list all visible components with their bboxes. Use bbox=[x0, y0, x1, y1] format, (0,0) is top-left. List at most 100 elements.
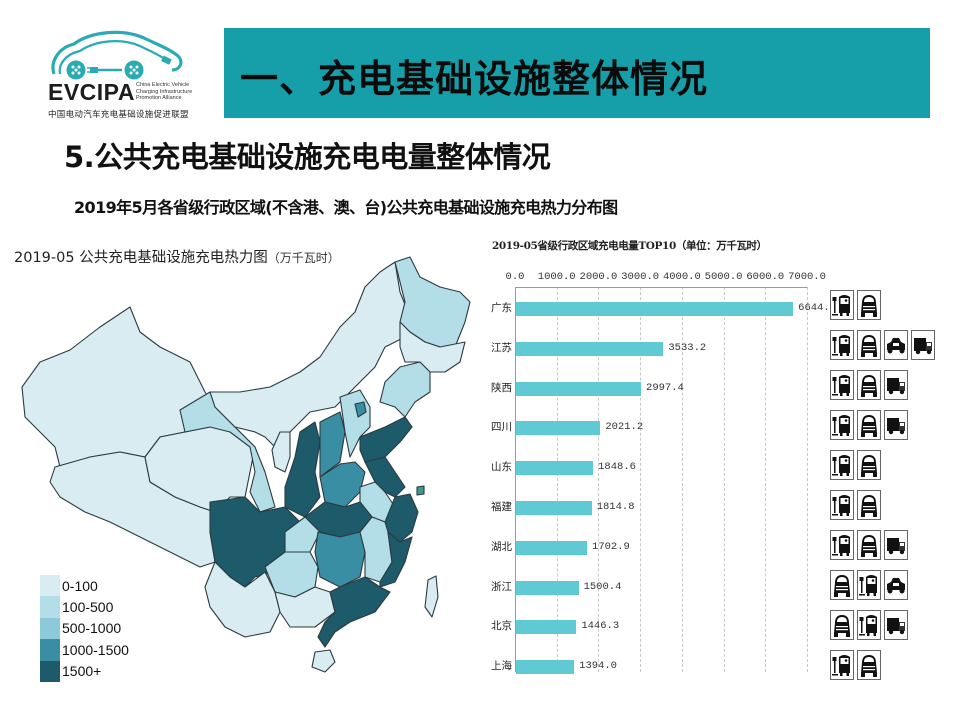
bar-value-label: 2997.4 bbox=[646, 381, 684, 394]
bar-category-label: 浙江 bbox=[491, 580, 512, 593]
vehicle-icon-row bbox=[830, 290, 881, 320]
bar-value-label: 2021.2 bbox=[605, 421, 644, 434]
top10-bar-chart: 2019-05省级行政区域充电电量TOP10（单位：万千瓦时） 0.0 1000.… bbox=[482, 232, 836, 692]
bar bbox=[516, 540, 588, 555]
chart-caption: 2019年5月各省级行政区域(不含港、澳、台)公共充电基础设施充电热力分布图 bbox=[74, 198, 618, 217]
vehicle-icon-row bbox=[830, 530, 908, 560]
region-fujian bbox=[379, 531, 413, 588]
bar-category-label: 陕西 bbox=[491, 381, 512, 394]
taxi-icon bbox=[884, 330, 908, 360]
bar-value-label: 1848.6 bbox=[598, 461, 636, 474]
bar-row: 北京 1446.3 bbox=[482, 620, 827, 635]
bus-icon bbox=[857, 610, 881, 640]
bar-row: 广东 6644.4 bbox=[482, 302, 836, 316]
bar-value-label: 1500.4 bbox=[583, 580, 622, 593]
bar-row: 浙江 1500.4 bbox=[482, 580, 827, 595]
bar-row: 江苏 3533.2 bbox=[482, 341, 827, 356]
x-tick-label: 7000.0 bbox=[788, 271, 826, 283]
bar-row: 四川 2021.2 bbox=[482, 421, 827, 436]
bar-row: 山东 1848.6 bbox=[482, 461, 827, 476]
map-legend: 0-100 100-500 500-1000 1000-1500 1500+ bbox=[40, 575, 129, 682]
bar-category-label: 江苏 bbox=[491, 341, 512, 354]
gridline bbox=[681, 287, 683, 672]
bar bbox=[516, 580, 579, 595]
region-yunnan bbox=[204, 561, 281, 638]
bus-icon bbox=[830, 650, 854, 680]
region-shanghai bbox=[416, 485, 425, 496]
truck-icon bbox=[911, 330, 935, 360]
legend-swatch bbox=[40, 575, 60, 597]
legend-swatch bbox=[40, 639, 60, 661]
bar-value-label: 1394.0 bbox=[579, 660, 617, 673]
y-axis bbox=[515, 287, 516, 672]
x-tick-label: 6000.0 bbox=[746, 271, 785, 283]
car-icon bbox=[857, 490, 881, 520]
gridline bbox=[723, 287, 725, 672]
bar-category-label: 福建 bbox=[491, 501, 512, 513]
bar-category-label: 广东 bbox=[491, 302, 512, 314]
vehicle-type-icons bbox=[830, 290, 955, 690]
ev-car-plug-icon bbox=[51, 30, 183, 80]
region-shanxi bbox=[319, 411, 346, 478]
bar-row: 陕西 2997.4 bbox=[482, 381, 827, 396]
truck-icon bbox=[884, 370, 908, 400]
china-map-svg bbox=[21, 256, 471, 673]
region-liaoning bbox=[379, 361, 431, 418]
x-tick-label: 1000.0 bbox=[537, 271, 576, 283]
china-heat-map: 2019-05 公共充电基础设施充电热力图（万千瓦时） 0-100 100-50… bbox=[0, 232, 490, 692]
x-tick-label: 2000.0 bbox=[579, 271, 618, 283]
x-tick-label: 5000.0 bbox=[704, 271, 743, 283]
region-hainan bbox=[311, 649, 336, 673]
vehicle-icon-row bbox=[830, 490, 881, 520]
vehicle-icon-row bbox=[830, 330, 935, 360]
gridline bbox=[765, 287, 767, 672]
vehicle-icon-row bbox=[830, 650, 881, 680]
bar bbox=[516, 341, 664, 356]
bar bbox=[516, 660, 575, 675]
region-shandong bbox=[359, 416, 413, 463]
truck-icon bbox=[884, 530, 908, 560]
bar-category-label: 四川 bbox=[491, 421, 512, 434]
vehicle-icon-row bbox=[830, 450, 881, 480]
truck-icon bbox=[884, 410, 908, 440]
region-taiwan bbox=[424, 575, 439, 618]
bus-icon bbox=[857, 570, 881, 600]
x-tick-label: 3000.0 bbox=[621, 271, 660, 283]
legend-swatch bbox=[40, 596, 60, 618]
car-icon bbox=[830, 610, 854, 640]
evcipa-logo: EVCIPA China Electric Vehicle Charging I… bbox=[44, 26, 204, 121]
legend-swatch bbox=[40, 617, 60, 640]
bar bbox=[516, 461, 594, 476]
map-title: 2019-05 公共充电基础设施充电热力图（万千瓦时） bbox=[14, 250, 340, 266]
region-jilin bbox=[399, 321, 466, 373]
section-title: 5.公共充电基础设施充电电量整体情况 bbox=[64, 140, 551, 174]
bar-row: 福建 1814.8 bbox=[482, 501, 827, 515]
legend-item: 0-100 bbox=[40, 575, 129, 597]
bar-category-label: 山东 bbox=[491, 461, 512, 474]
bus-icon bbox=[830, 290, 854, 320]
car-icon bbox=[857, 530, 881, 560]
bar-row: 上海 1394.0 bbox=[482, 660, 827, 675]
x-tick-label: 0.0 bbox=[505, 271, 525, 283]
car-icon bbox=[857, 410, 881, 440]
bus-icon bbox=[830, 450, 854, 480]
bar bbox=[516, 501, 592, 515]
vehicle-icon-row bbox=[830, 370, 908, 400]
bar bbox=[516, 421, 601, 436]
legend-item: 1000-1500 bbox=[40, 639, 129, 661]
gridline bbox=[640, 287, 642, 672]
legend-item: 100-500 bbox=[40, 596, 129, 618]
slide-title-bar: 一、充电基础设施整体情况 bbox=[224, 28, 930, 118]
vehicle-icon-row bbox=[830, 610, 908, 640]
taxi-icon bbox=[884, 570, 908, 600]
logo-brand: EVCIPA bbox=[48, 79, 135, 105]
bar-value-label: 1446.3 bbox=[581, 620, 620, 633]
logo-brand-subtitle: China Electric Vehicle Charging Infrastr… bbox=[136, 82, 193, 101]
bus-icon bbox=[830, 370, 854, 400]
bar-category-label: 湖北 bbox=[491, 540, 512, 553]
bar-chart-title: 2019-05省级行政区域充电电量TOP10（单位：万千瓦时） bbox=[492, 240, 767, 252]
x-axis bbox=[515, 287, 807, 288]
bar bbox=[516, 302, 794, 316]
bar-value-label: 1702.9 bbox=[592, 540, 630, 553]
bar-category-label: 北京 bbox=[491, 620, 512, 633]
